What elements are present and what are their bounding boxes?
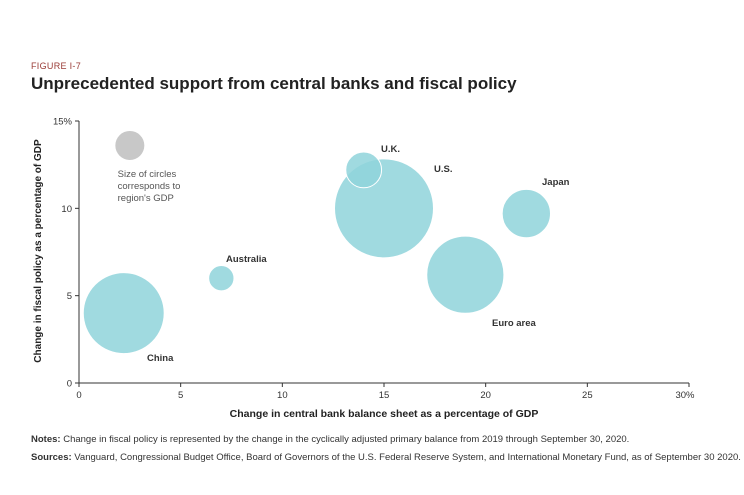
x-tick-label: 15 [379, 390, 390, 401]
notes-label: Notes: [31, 434, 61, 445]
y-axis-label: Change in fiscal policy as a percentage … [33, 139, 44, 363]
y-tick-label: 10 [61, 204, 72, 215]
bubble-china [82, 272, 165, 355]
legend-note-line: region's GDP [118, 193, 174, 204]
legend-note: Size of circles corresponds to region's GD… [118, 169, 181, 204]
legend-bubble [115, 130, 145, 160]
bubble-chart: 0 5 10 15 20 25 30% 0 5 10 15% Size of circles corr… [33, 117, 695, 421]
x-tick-label: 30% [675, 390, 695, 401]
x-tick-label: 0 [76, 390, 81, 401]
bubbles-layer [82, 130, 551, 355]
y-tick-label: 15% [53, 117, 73, 128]
bubble-label-china: China [147, 353, 174, 364]
sources-label: Sources: [31, 452, 72, 463]
notes-line: Notes: Change in fiscal policy is repres… [31, 434, 629, 445]
bubble-japan [501, 188, 551, 239]
legend-note-line: Size of circles [118, 169, 177, 180]
bubble-label-u-s: U.S. [434, 164, 452, 175]
notes-text: Change in fiscal policy is represented b… [63, 434, 630, 445]
y-tick-label: 5 [67, 291, 72, 302]
labels-layer: Size of circles corresponds to region's GD… [118, 144, 570, 364]
bubble-label-australia: Australia [226, 254, 267, 265]
x-tick-label: 20 [480, 390, 491, 401]
bubble-euro-area [426, 235, 505, 314]
sources-line: Sources: Vanguard, Congressional Budget … [31, 452, 741, 463]
x-tick-label: 10 [277, 390, 288, 401]
bubble-label-euro-area: Euro area [492, 318, 537, 329]
bubble-label-japan: Japan [542, 177, 570, 188]
sources-text: Vanguard, Congressional Budget Office, B… [74, 452, 741, 463]
x-tick-label: 25 [582, 390, 593, 401]
bubble-label-u-k: U.K. [381, 144, 400, 155]
y-tick-label: 0 [67, 379, 72, 390]
x-tick-label: 5 [178, 390, 183, 401]
bubble-australia [208, 265, 235, 292]
chart-title: Unprecedented support from central banks… [31, 74, 517, 93]
axes-layer: 0 5 10 15 20 25 30% 0 5 10 15% [53, 117, 695, 402]
figure-label: FIGURE I-7 [31, 61, 82, 71]
legend-note-line: corresponds to [118, 181, 181, 192]
x-axis-label: Change in central bank balance sheet as … [230, 408, 539, 420]
bubble-u-k [345, 151, 383, 189]
